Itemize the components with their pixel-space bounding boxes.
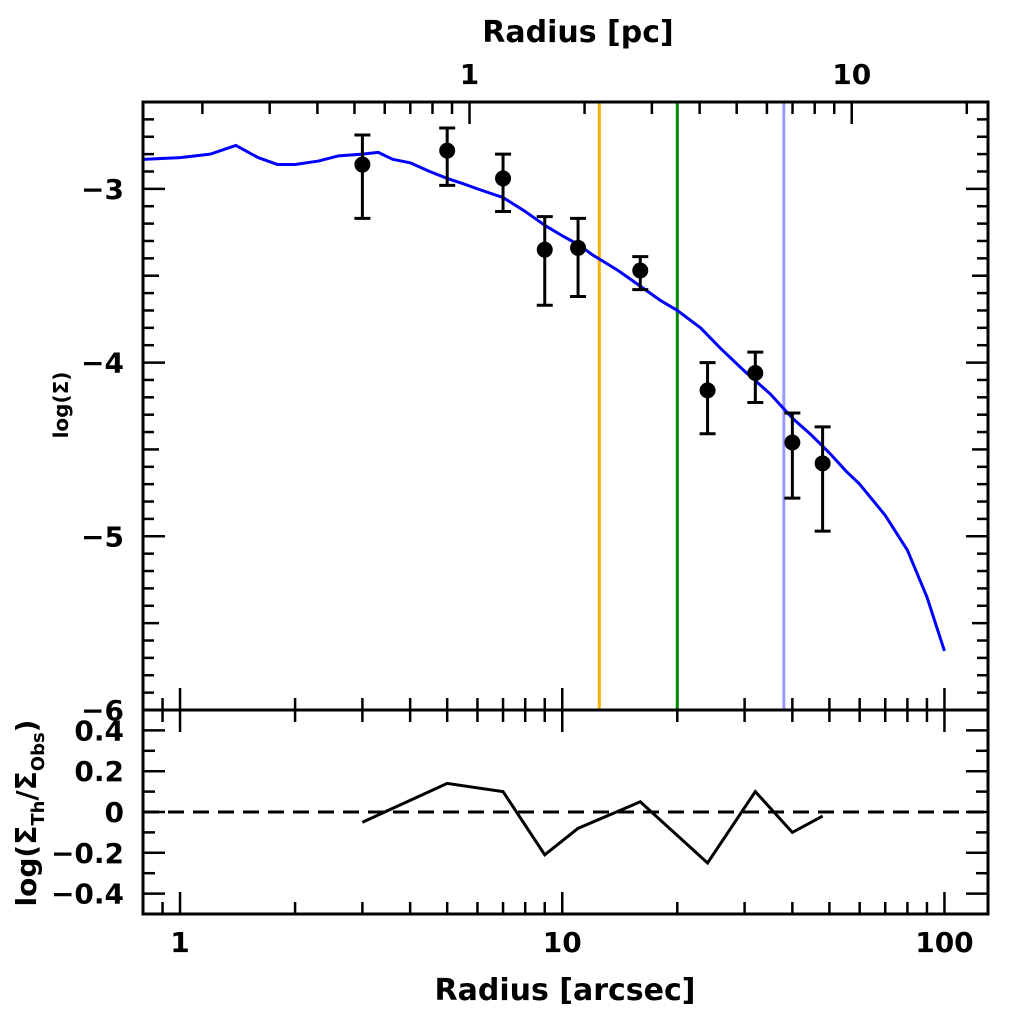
residual-y-tick-label: −0.2	[51, 837, 124, 870]
residual-plot-frame	[141, 708, 990, 916]
main-y-axis-title: log(Σ)	[49, 372, 73, 439]
x-tick-label: 10	[543, 926, 582, 959]
x-tick-label: 1	[170, 926, 189, 959]
x-tick-label: 100	[915, 926, 973, 959]
residual-y-tick-label: 0.2	[74, 755, 124, 788]
data-point	[495, 170, 512, 187]
residual-y-axis-title: log(ΣTh/ΣObs)	[10, 720, 49, 907]
data-point	[632, 262, 649, 279]
y-tick-label: −3	[81, 173, 124, 206]
data-point	[784, 434, 801, 451]
data-point	[814, 455, 831, 472]
residual-curve	[361, 781, 824, 866]
top-axis-tick-label: 1	[460, 58, 479, 91]
data-point	[570, 239, 587, 256]
residual-y-tick-label: −0.4	[51, 878, 124, 911]
y-tick-label: −5	[81, 520, 124, 553]
data-point	[536, 241, 553, 258]
data-point	[354, 156, 371, 173]
model-curve	[142, 143, 946, 652]
main-plot-frame	[141, 100, 990, 712]
residual-y-tick-label: 0.4	[74, 714, 124, 747]
y-tick-label: −4	[81, 347, 124, 380]
top-axis-title: Radius [pc]	[482, 15, 673, 50]
residual-y-tick-label: 0	[105, 796, 124, 829]
data-point	[699, 382, 716, 399]
y-tick-label: −6	[81, 694, 124, 727]
bottom-axis-title: Radius [arcsec]	[435, 973, 696, 1008]
data-point	[747, 364, 764, 381]
data-point	[439, 142, 456, 159]
top-axis-tick-label: 10	[832, 58, 871, 91]
